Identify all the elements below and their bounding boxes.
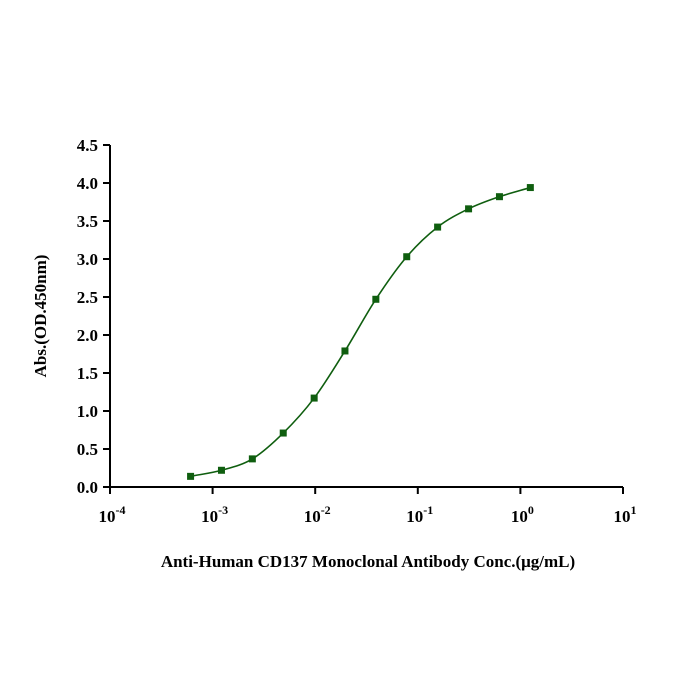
data-point xyxy=(526,184,534,192)
data-point xyxy=(187,472,195,480)
y-tick-label: 1.0 xyxy=(77,402,98,421)
y-tick-label: 0.5 xyxy=(77,440,98,459)
x-tick-label: 100 xyxy=(511,503,534,526)
x-tick-label: 10-2 xyxy=(304,503,331,526)
data-point xyxy=(279,429,287,437)
data-point xyxy=(495,193,503,201)
x-tick-exponent: 1 xyxy=(631,503,637,517)
x-tick-label: 101 xyxy=(614,503,637,526)
y-tick-label: 3.0 xyxy=(77,250,98,269)
x-tick-label: 10-3 xyxy=(201,503,228,526)
x-tick-base: 10 xyxy=(406,507,423,526)
data-point xyxy=(403,253,411,261)
x-tick-base: 10 xyxy=(614,507,631,526)
y-tick-label: 2.5 xyxy=(77,288,98,307)
x-tick-label: 10-4 xyxy=(99,503,126,526)
data-point xyxy=(465,205,473,213)
y-axis-label: Abs.(OD.450nm) xyxy=(31,255,50,378)
x-tick-base: 10 xyxy=(511,507,528,526)
data-point xyxy=(217,466,225,474)
fitted-curve xyxy=(190,186,531,478)
x-tick-exponent: -1 xyxy=(423,503,433,517)
x-tick-exponent: -2 xyxy=(321,503,331,517)
data-point xyxy=(310,394,318,402)
y-tick-label: 1.5 xyxy=(77,364,98,383)
x-axis: 10-4 10-3 10-2 10-1 100 101 xyxy=(99,486,637,526)
y-axis: 0.0 0.5 1.0 1.5 2.0 2.5 3.0 3.5 4.0 4.5 xyxy=(77,136,111,497)
x-tick-base: 10 xyxy=(99,507,116,526)
x-tick-exponent: 0 xyxy=(528,503,534,517)
data-point xyxy=(341,347,349,355)
y-tick-label: 0.0 xyxy=(77,478,98,497)
x-tick-exponent: -4 xyxy=(116,503,126,517)
x-axis-label: Anti-Human CD137 Monoclonal Antibody Con… xyxy=(161,552,575,571)
x-tick-base: 10 xyxy=(304,507,321,526)
y-tick-label: 4.5 xyxy=(77,136,98,155)
x-tick-exponent: -3 xyxy=(218,503,228,517)
y-tick-label: 2.0 xyxy=(77,326,98,345)
x-tick-label: 10-1 xyxy=(406,503,433,526)
data-point xyxy=(434,223,442,231)
y-tick-label: 4.0 xyxy=(77,174,98,193)
data-points xyxy=(187,184,534,480)
y-tick-label: 3.5 xyxy=(77,212,98,231)
x-tick-base: 10 xyxy=(201,507,218,526)
data-point xyxy=(248,455,256,463)
data-point xyxy=(372,295,380,303)
